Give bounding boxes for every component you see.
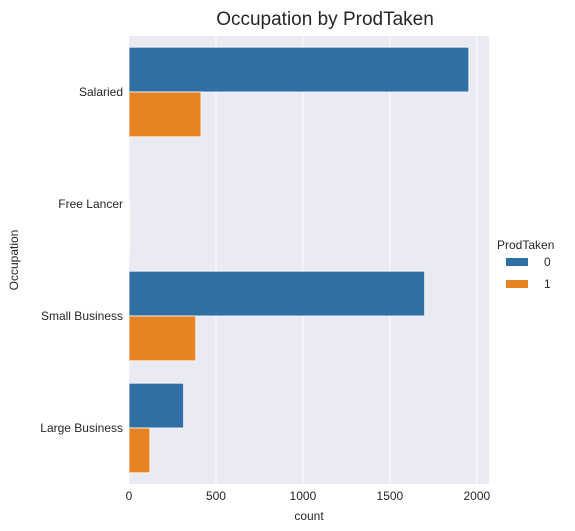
bar-small-business-series-0 xyxy=(128,270,426,317)
legend-title: ProdTaken xyxy=(497,238,554,252)
legend-label-0: 0 xyxy=(544,255,551,269)
legend-swatch-0 xyxy=(506,258,528,266)
x-tick-labels: 0 500 1000 1500 2000 xyxy=(126,489,491,503)
y-tick-label-salaried: Salaried xyxy=(79,85,123,99)
bar-salaried-series-0 xyxy=(128,46,470,93)
bars xyxy=(128,46,470,474)
bar-large-business-series-1 xyxy=(128,427,151,474)
x-tick-label: 1000 xyxy=(290,489,317,503)
legend: ProdTaken 01 xyxy=(497,238,554,291)
legend-swatch-1 xyxy=(506,280,528,288)
x-axis-label: count xyxy=(294,509,324,523)
x-tick-label: 500 xyxy=(206,489,226,503)
chart-title: Occupation by ProdTaken xyxy=(216,9,434,30)
x-tick-label: 0 xyxy=(126,489,133,503)
bar-large-business-series-0 xyxy=(128,382,185,429)
y-tick-label-large-business: Large Business xyxy=(40,421,123,435)
bar-salaried-series-1 xyxy=(128,91,202,138)
y-tick-label-free-lancer: Free Lancer xyxy=(58,197,123,211)
y-tick-label-small-business: Small Business xyxy=(41,309,123,323)
y-axis-label: Occupation xyxy=(7,230,21,291)
legend-items: 01 xyxy=(506,255,551,291)
x-tick-label: 2000 xyxy=(463,489,490,503)
x-tick-label: 1500 xyxy=(377,489,404,503)
bar-small-business-series-1 xyxy=(128,315,197,362)
y-tick-labels: Salaried Free Lancer Small Business Large B… xyxy=(40,85,123,435)
legend-label-1: 1 xyxy=(544,277,551,291)
